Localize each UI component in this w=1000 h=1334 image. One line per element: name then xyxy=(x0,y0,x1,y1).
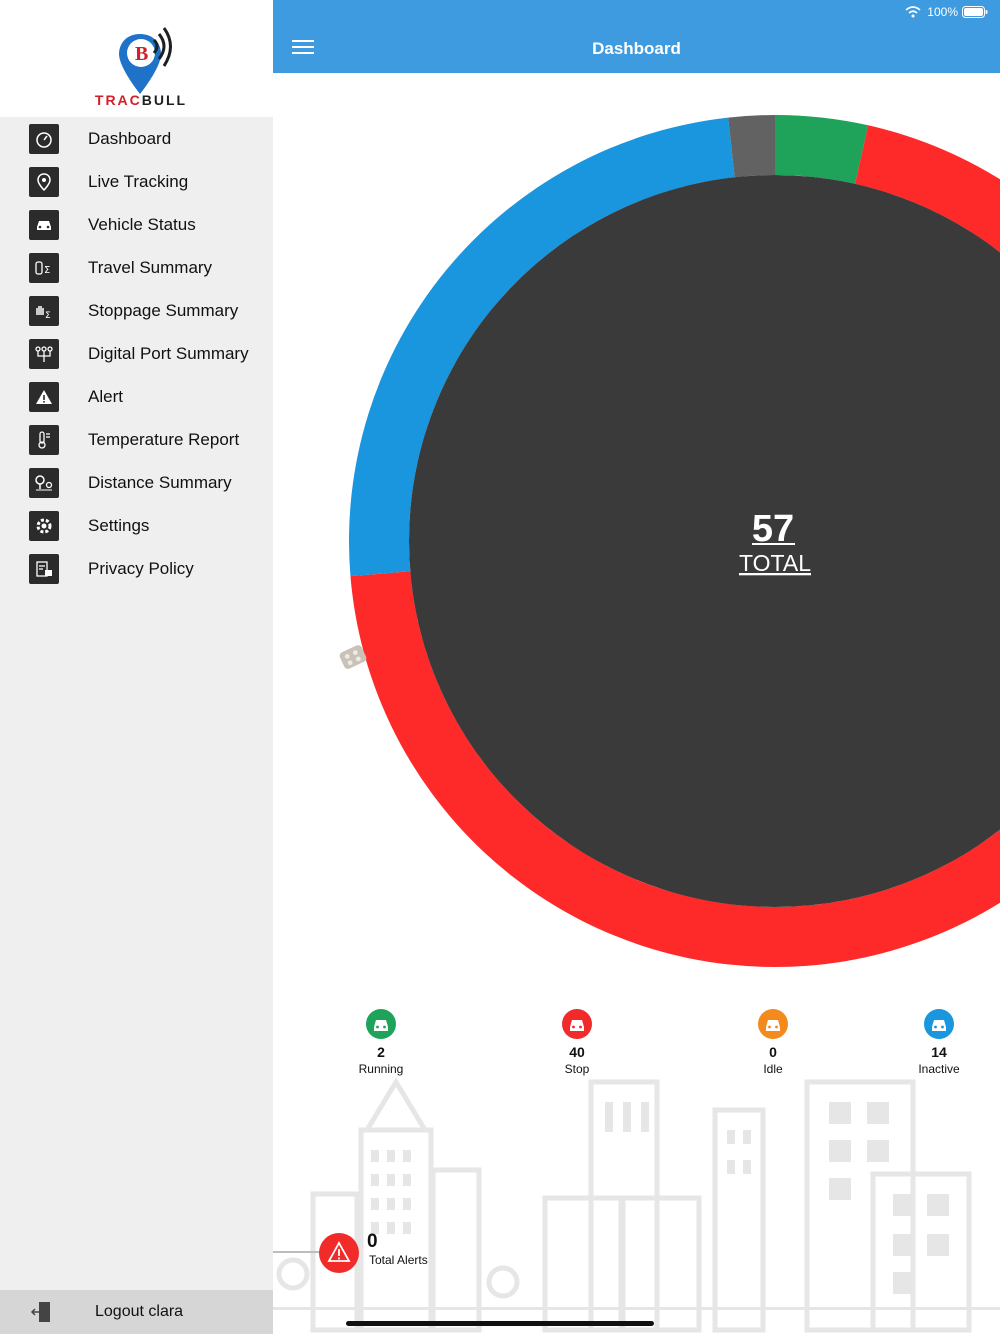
stat-stop-value: 40 xyxy=(569,1044,585,1060)
tracbull-logo-icon: B xyxy=(119,27,172,94)
city-skyline-illustration xyxy=(273,1077,1000,1333)
vehicle-status-donut-chart: 57 TOTAL xyxy=(338,115,1000,967)
donut-center xyxy=(409,175,1000,907)
stat-idle-value: 0 xyxy=(769,1044,777,1060)
total-alerts-value: 0 xyxy=(367,1231,378,1252)
sidebar-item-live-tracking[interactable]: Live Tracking xyxy=(0,160,273,203)
stat-stop-label: Stop xyxy=(564,1062,590,1076)
hand-stop-icon: Σ xyxy=(29,295,59,326)
stat-inactive[interactable]: 14 Inactive xyxy=(879,1009,999,1076)
wifi-icon xyxy=(905,6,921,18)
total-value-underline xyxy=(752,543,795,545)
home-indicator xyxy=(346,1321,654,1326)
sidebar-item-label: Distance Summary xyxy=(88,472,232,492)
sidebar-item-label: Vehicle Status xyxy=(88,214,196,234)
page-title: Dashboard xyxy=(592,39,681,58)
sidebar-item-label: Alert xyxy=(88,386,123,406)
sidebar: B TRACBULL Dashboard Live Tracking Vehic… xyxy=(0,0,273,1334)
sidebar-item-digital-port-summary[interactable]: Digital Port Summary xyxy=(0,332,273,375)
car-icon xyxy=(29,209,59,240)
svg-text:B: B xyxy=(135,43,148,65)
sidebar-item-label: Travel Summary xyxy=(88,257,213,277)
stat-inactive-value: 14 xyxy=(931,1044,947,1060)
stat-idle[interactable]: 0 Idle xyxy=(713,1009,833,1076)
sidebar-item-label: Temperature Report xyxy=(88,429,240,449)
chart-drag-handle-icon[interactable] xyxy=(338,644,367,670)
total-label: TOTAL xyxy=(739,550,811,576)
brand-name: TRACBULL xyxy=(94,92,188,108)
car-icon xyxy=(924,1009,954,1039)
sidebar-item-vehicle-status[interactable]: Vehicle Status xyxy=(0,203,273,246)
donut-slice-running[interactable] xyxy=(775,115,869,184)
port-icon xyxy=(29,338,59,369)
logout-label: Logout clara xyxy=(95,1303,184,1320)
sidebar-item-label: Stoppage Summary xyxy=(88,300,239,320)
alert-warning-button[interactable] xyxy=(319,1233,359,1273)
total-alerts-label: Total Alerts xyxy=(369,1253,428,1267)
alerts-divider xyxy=(273,1251,321,1253)
travel-sum-icon: Σ xyxy=(29,252,59,283)
stat-running[interactable]: 2 Running xyxy=(321,1009,441,1076)
sidebar-item-label: Dashboard xyxy=(88,128,172,148)
sidebar-item-temperature-report[interactable]: Temperature Report xyxy=(0,418,273,461)
hamburger-icon xyxy=(292,40,314,54)
battery-percentage: 100% xyxy=(927,5,958,19)
donut-slice-inactive[interactable] xyxy=(349,117,735,577)
sidebar-item-label: Privacy Policy xyxy=(88,558,194,578)
sidebar-item-settings[interactable]: Settings xyxy=(0,504,273,547)
stat-running-value: 2 xyxy=(377,1044,385,1060)
sidebar-item-distance-summary[interactable]: Distance Summary xyxy=(0,461,273,504)
sidebar-item-label: Live Tracking xyxy=(88,171,189,191)
donut-slice-stop[interactable] xyxy=(350,125,1000,967)
distance-pins-icon xyxy=(29,467,59,498)
logout-button[interactable]: Logout clara xyxy=(0,1290,273,1334)
sidebar-item-privacy-policy[interactable]: Privacy Policy xyxy=(0,547,273,590)
document-lock-icon xyxy=(29,553,59,584)
app-header: Dashboard 100% xyxy=(273,0,1000,73)
battery-icon xyxy=(962,6,988,18)
svg-text:Σ: Σ xyxy=(44,265,50,276)
stat-idle-label: Idle xyxy=(763,1062,783,1076)
speedometer-icon xyxy=(29,123,59,154)
logo: B TRACBULL xyxy=(0,0,273,117)
stat-running-label: Running xyxy=(358,1062,404,1076)
svg-text:Σ: Σ xyxy=(45,311,51,321)
donut-slice-unknown[interactable] xyxy=(728,115,775,178)
sidebar-item-travel-summary[interactable]: Σ Travel Summary xyxy=(0,246,273,289)
logout-icon xyxy=(30,1302,50,1322)
stat-inactive-label: Inactive xyxy=(918,1062,960,1076)
sidebar-menu: Dashboard Live Tracking Vehicle Status Σ… xyxy=(0,117,273,590)
car-icon xyxy=(366,1009,396,1039)
stat-stop[interactable]: 40 Stop xyxy=(517,1009,637,1076)
thermometer-icon xyxy=(29,424,59,455)
location-pin-icon xyxy=(29,166,59,197)
hamburger-menu-button[interactable] xyxy=(291,38,315,58)
sidebar-item-stoppage-summary[interactable]: Σ Stoppage Summary xyxy=(0,289,273,332)
warning-icon xyxy=(327,1241,351,1262)
sidebar-item-label: Settings xyxy=(88,515,150,535)
gear-icon xyxy=(29,510,59,541)
car-icon xyxy=(562,1009,592,1039)
car-icon xyxy=(758,1009,788,1039)
sidebar-item-alert[interactable]: Alert xyxy=(0,375,273,418)
sidebar-item-dashboard[interactable]: Dashboard xyxy=(0,117,273,160)
sidebar-item-label: Digital Port Summary xyxy=(88,343,249,363)
warning-icon xyxy=(29,381,59,412)
